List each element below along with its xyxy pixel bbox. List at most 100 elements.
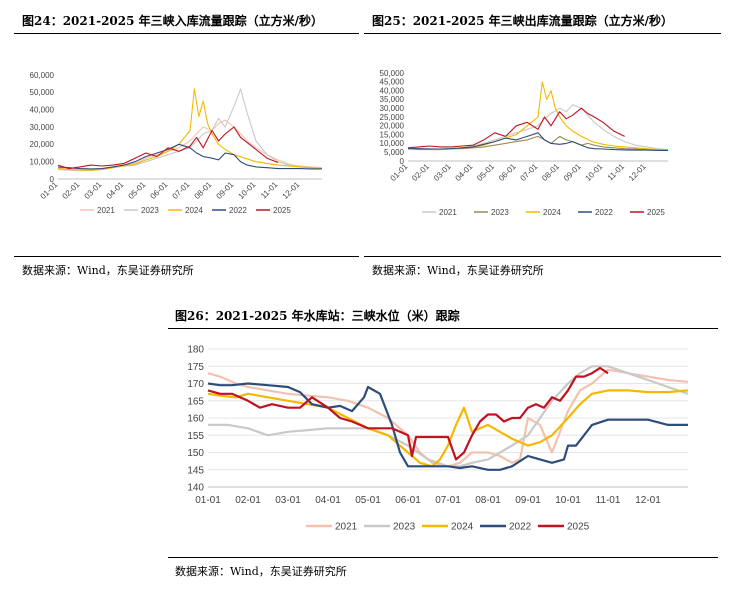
series-line-2025: [207, 366, 609, 461]
fig26-source: 数据来源：Wind，东吴证券研究所: [175, 565, 347, 578]
x-tick-label: 05-01: [127, 180, 148, 201]
x-tick-label: 02-01: [61, 180, 82, 201]
x-tick-label: 10-01: [555, 495, 581, 506]
water-level-chart: 140 145 150 155 160 165 170 175 180 01-01 02-01 03-…: [187, 345, 689, 533]
legend-label: 2021: [439, 208, 457, 217]
legend-label: 2024: [451, 522, 474, 533]
y-tick-label: 25,000: [380, 113, 405, 122]
y-tick-label: 20,000: [380, 122, 405, 131]
x-tick-label: 04-01: [454, 162, 475, 183]
fig25-source: 数据来源：Wind，东吴证券研究所: [372, 264, 544, 277]
x-tick-label: 06-01: [395, 495, 421, 506]
series-line-2023: [208, 365, 689, 468]
x-tick-label: 03-01: [275, 495, 301, 506]
y-tick-label: 30,000: [30, 123, 55, 132]
series-line-2021: [408, 104, 669, 151]
y-tick-label: 30,000: [380, 104, 405, 113]
y-tick-label: 40,000: [380, 86, 405, 95]
series-line-2024: [57, 88, 323, 171]
y-tick-label: 175: [187, 362, 204, 373]
x-tick-label: 08-01: [540, 162, 561, 183]
x-tick-label: 07-01: [519, 162, 540, 183]
fig25-source-rule: [364, 256, 721, 257]
x-tick-label: 12-01: [627, 162, 648, 183]
legend-label: 2022: [595, 208, 613, 217]
x-tick-label: 09-01: [562, 162, 583, 183]
y-tick-label: 20,000: [30, 140, 55, 149]
y-tick-label: 155: [187, 431, 204, 442]
x-tick-label: 07-01: [435, 495, 461, 506]
x-tick-label: 12-01: [635, 495, 661, 506]
series-line-2024: [407, 81, 669, 151]
legend-label: 2023: [491, 208, 509, 217]
y-tick-label: 15,000: [380, 130, 405, 139]
x-tick-label: 10-01: [237, 180, 258, 201]
y-tick-label: 170: [187, 379, 204, 390]
x-tick-label: 01-01: [195, 495, 221, 506]
legend-label: 2021: [335, 522, 358, 533]
x-tick-label: 02-01: [410, 162, 431, 183]
y-tick-label: 35,000: [380, 95, 405, 104]
y-tick-label: 160: [187, 414, 204, 425]
legend-label: 2025: [647, 208, 665, 217]
x-tick-label: 12-01: [281, 180, 302, 201]
y-tick-label: 5,000: [384, 148, 405, 157]
x-tick-label: 06-01: [149, 180, 170, 201]
series-line-2022: [57, 143, 322, 170]
y-tick-label: 180: [187, 345, 204, 356]
legend-label: 2024: [185, 206, 203, 215]
x-tick-label: 11-01: [606, 162, 627, 183]
x-tick-label: 09-01: [515, 495, 541, 506]
fig26-title: 图26：2021-2025 年水库站：三峡水位（米）跟踪: [175, 309, 460, 323]
x-tick-label: 10-01: [584, 162, 605, 183]
fig24-source-rule: [14, 256, 359, 257]
y-tick-label: 50,000: [380, 69, 405, 78]
x-tick-label: 01-01: [389, 162, 410, 183]
y-tick-label: 40,000: [30, 105, 55, 114]
series-line-2025: [407, 107, 625, 149]
legend-label: 2024: [543, 208, 561, 217]
fig25-title-rule: [364, 33, 721, 34]
fig26-source-rule: [168, 557, 718, 558]
legend-label: 2023: [393, 522, 416, 533]
series-line-2021: [207, 368, 689, 468]
legend-label: 2025: [273, 206, 291, 215]
y-tick-label: 50,000: [30, 88, 55, 97]
y-tick-label: 60,000: [30, 71, 55, 80]
x-tick-label: 03-01: [83, 180, 104, 201]
legend-label: 2022: [509, 522, 532, 533]
x-tick-label: 07-01: [171, 180, 192, 201]
x-tick-label: 11-01: [596, 495, 621, 506]
fig24-source: 数据来源：Wind，东吴证券研究所: [22, 264, 194, 277]
outflow-chart: 05,00010,00015,00020,00025,00030,00035,0…: [380, 69, 669, 217]
x-tick-label: 11-01: [259, 180, 280, 201]
inflow-chart: 0 10,000 20,000 30,000 40,000 50,000 60,000 01-…: [30, 71, 323, 215]
legend-label: 2022: [229, 206, 247, 215]
legend-label: 2025: [567, 522, 590, 533]
series-line-2022: [207, 382, 688, 471]
y-tick-label: 0: [400, 157, 405, 166]
y-tick-label: 165: [187, 396, 204, 407]
legend-label: 2021: [97, 206, 115, 215]
series-line-2025: [57, 126, 279, 170]
x-tick-label: 05-01: [475, 162, 496, 183]
series-line-2024: [207, 389, 689, 468]
y-tick-label: 45,000: [380, 78, 405, 87]
legend-label: 2023: [141, 206, 159, 215]
x-tick-label: 05-01: [355, 495, 381, 506]
x-tick-label: 02-01: [235, 495, 261, 506]
x-tick-label: 04-01: [105, 180, 126, 201]
x-tick-label: 08-01: [193, 180, 214, 201]
fig25-title: 图25：2021-2025 年三峡出库流量跟踪（立方米/秒）: [372, 14, 674, 28]
x-tick-label: 04-01: [315, 495, 341, 506]
series-line-2022: [408, 132, 668, 151]
y-tick-label: 150: [187, 448, 204, 459]
y-tick-label: 10,000: [30, 157, 55, 166]
fig26-title-rule: [168, 328, 718, 329]
x-tick-label: 03-01: [432, 162, 453, 183]
y-tick-label: 140: [187, 483, 204, 494]
x-tick-label: 01-01: [39, 180, 60, 201]
y-tick-label: 145: [187, 465, 204, 476]
x-tick-label: 06-01: [497, 162, 518, 183]
fig24-title-rule: [14, 33, 359, 34]
